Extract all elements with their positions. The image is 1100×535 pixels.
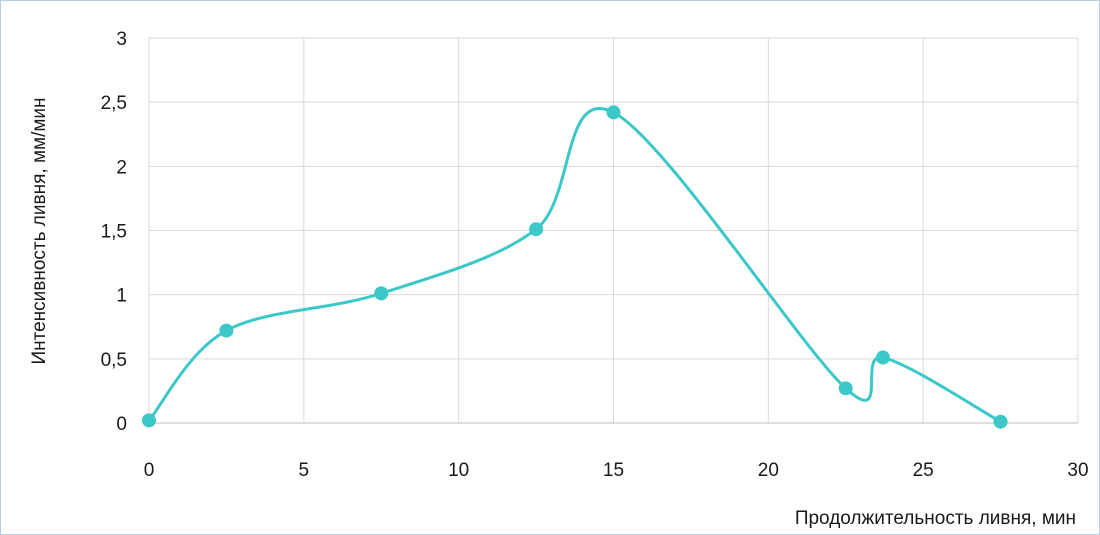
x-tick-labels: 0 5 10 15 20 25 30 <box>144 460 1089 481</box>
x-tick-label: 0 <box>144 460 155 481</box>
y-tick-label: 0 <box>116 414 127 435</box>
y-tick-label: 0,5 <box>101 350 127 371</box>
y-tick-label: 2 <box>116 157 127 178</box>
series-layer <box>142 105 1008 429</box>
data-point <box>374 286 389 301</box>
x-tick-label: 5 <box>299 460 310 481</box>
data-point <box>219 323 234 338</box>
x-tick-label: 25 <box>913 460 934 481</box>
y-tick-label: 1,5 <box>101 222 127 243</box>
x-tick-label: 15 <box>603 460 624 481</box>
x-tick-label: 20 <box>758 460 779 481</box>
data-point <box>529 222 544 237</box>
gridlines <box>148 37 1079 424</box>
y-tick-label: 1 <box>116 286 127 307</box>
x-tick-label: 10 <box>448 460 469 481</box>
y-tick-label: 3 <box>116 29 127 50</box>
data-point <box>993 414 1008 429</box>
data-point <box>606 105 621 120</box>
x-axis-title: Продолжительность ливня, мин <box>795 508 1076 529</box>
y-axis-title: Интенсивность ливня, мм/мин <box>29 97 50 364</box>
data-point <box>142 413 156 428</box>
data-point <box>838 381 853 396</box>
series-line-0 <box>147 107 1003 424</box>
data-point <box>875 350 890 365</box>
x-tick-label: 30 <box>1067 460 1088 481</box>
y-tick-label: 2,5 <box>101 93 127 114</box>
y-tick-labels: 0 0,5 1 1,5 2 2,5 3 <box>101 29 127 435</box>
